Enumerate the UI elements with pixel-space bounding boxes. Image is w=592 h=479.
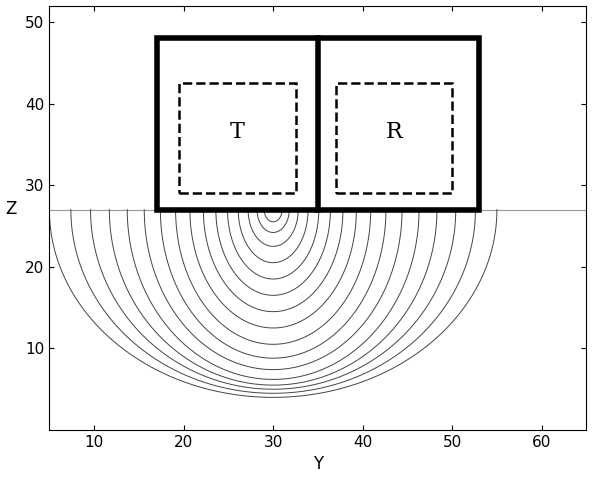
Bar <box>336 83 452 194</box>
Text: R: R <box>385 121 403 143</box>
Bar <box>179 83 295 194</box>
Y-axis label: Z: Z <box>5 200 17 218</box>
Bar <box>157 38 479 210</box>
X-axis label: Y: Y <box>313 456 323 473</box>
Text: T: T <box>230 121 244 143</box>
